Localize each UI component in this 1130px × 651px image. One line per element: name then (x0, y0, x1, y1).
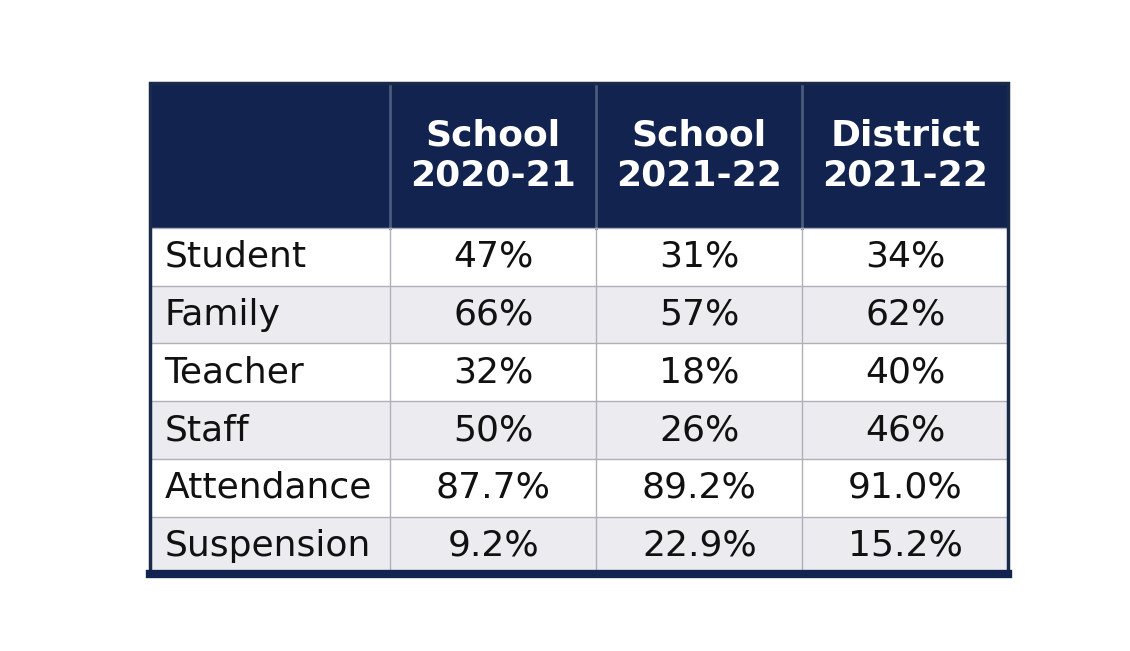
Text: 57%: 57% (659, 298, 739, 331)
Bar (597, 459, 802, 517)
Text: 22.9%: 22.9% (642, 529, 757, 562)
Bar (597, 517, 802, 574)
Text: 87.7%: 87.7% (436, 471, 550, 505)
Text: 40%: 40% (866, 355, 946, 389)
Text: 46%: 46% (866, 413, 946, 447)
Bar (802, 286, 1008, 344)
Bar (802, 517, 1008, 574)
Text: 31%: 31% (659, 240, 739, 274)
Text: Teacher: Teacher (165, 355, 304, 389)
Bar (390, 286, 597, 344)
Bar (150, 344, 390, 401)
Bar (150, 517, 390, 574)
Text: Family: Family (165, 298, 280, 331)
Text: 34%: 34% (866, 240, 946, 274)
Text: Suspension: Suspension (165, 529, 371, 562)
Text: School: School (632, 118, 767, 152)
Bar (150, 228, 390, 286)
Text: Attendance: Attendance (165, 471, 372, 505)
Text: District: District (831, 118, 981, 152)
Text: Student: Student (165, 240, 306, 274)
Text: 2020-21: 2020-21 (410, 159, 576, 193)
Text: 66%: 66% (453, 298, 533, 331)
Bar (597, 286, 802, 344)
Text: 47%: 47% (453, 240, 533, 274)
Bar (597, 344, 802, 401)
Bar (150, 83, 390, 228)
Bar (390, 401, 597, 459)
Bar (150, 286, 390, 344)
Text: 89.2%: 89.2% (642, 471, 757, 505)
Bar (390, 517, 597, 574)
Text: 2021-22: 2021-22 (823, 159, 989, 193)
Text: School: School (426, 118, 560, 152)
Bar (390, 344, 597, 401)
Bar (597, 83, 802, 228)
Bar (802, 83, 1008, 228)
Bar (150, 459, 390, 517)
Bar (390, 83, 597, 228)
Text: 18%: 18% (659, 355, 739, 389)
Bar (802, 459, 1008, 517)
Bar (597, 401, 802, 459)
Bar (802, 228, 1008, 286)
Bar (802, 344, 1008, 401)
Bar (390, 459, 597, 517)
Text: 26%: 26% (659, 413, 739, 447)
Text: 9.2%: 9.2% (447, 529, 539, 562)
Bar (390, 228, 597, 286)
Bar (150, 401, 390, 459)
Text: 32%: 32% (453, 355, 533, 389)
Text: Staff: Staff (165, 413, 249, 447)
Text: 15.2%: 15.2% (848, 529, 963, 562)
Bar (597, 228, 802, 286)
Text: 50%: 50% (453, 413, 533, 447)
Text: 2021-22: 2021-22 (616, 159, 782, 193)
Text: 91.0%: 91.0% (848, 471, 963, 505)
Text: 62%: 62% (866, 298, 946, 331)
Bar (802, 401, 1008, 459)
